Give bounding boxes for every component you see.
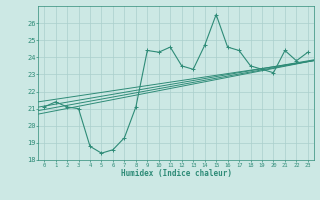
X-axis label: Humidex (Indice chaleur): Humidex (Indice chaleur) xyxy=(121,169,231,178)
